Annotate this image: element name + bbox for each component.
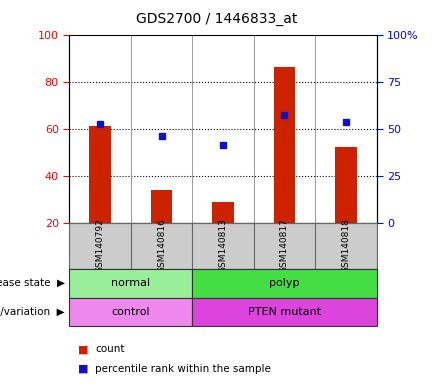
Text: ■: ■ bbox=[78, 364, 88, 374]
Text: GSM140818: GSM140818 bbox=[342, 218, 350, 273]
Text: GSM140792: GSM140792 bbox=[96, 218, 104, 273]
Text: normal: normal bbox=[111, 278, 150, 288]
FancyBboxPatch shape bbox=[192, 269, 377, 298]
Bar bbox=[151, 190, 172, 223]
Bar bbox=[212, 202, 234, 223]
Text: count: count bbox=[95, 344, 125, 354]
Bar bbox=[89, 126, 111, 223]
Text: PTEN mutant: PTEN mutant bbox=[248, 307, 321, 317]
Bar bbox=[335, 147, 357, 223]
FancyBboxPatch shape bbox=[69, 298, 192, 326]
FancyBboxPatch shape bbox=[69, 223, 377, 269]
Text: polyp: polyp bbox=[269, 278, 300, 288]
FancyBboxPatch shape bbox=[192, 298, 377, 326]
Text: GSM140817: GSM140817 bbox=[280, 218, 289, 273]
Text: percentile rank within the sample: percentile rank within the sample bbox=[95, 364, 271, 374]
Text: ■: ■ bbox=[78, 344, 88, 354]
FancyBboxPatch shape bbox=[69, 269, 192, 298]
Text: GSM140816: GSM140816 bbox=[157, 218, 166, 273]
Text: genotype/variation  ▶: genotype/variation ▶ bbox=[0, 307, 65, 317]
Text: GDS2700 / 1446833_at: GDS2700 / 1446833_at bbox=[136, 12, 297, 25]
Bar bbox=[274, 68, 295, 223]
Text: GSM140813: GSM140813 bbox=[219, 218, 227, 273]
Text: disease state  ▶: disease state ▶ bbox=[0, 278, 65, 288]
Text: control: control bbox=[111, 307, 150, 317]
